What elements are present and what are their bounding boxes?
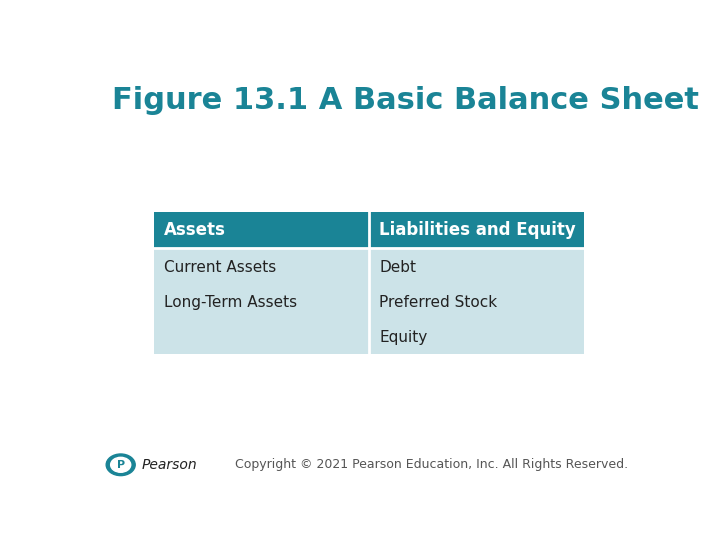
Circle shape — [111, 457, 131, 472]
Text: Current Assets: Current Assets — [164, 260, 276, 275]
FancyBboxPatch shape — [154, 212, 584, 248]
Text: Assets: Assets — [164, 221, 226, 239]
Text: Equity: Equity — [379, 330, 427, 346]
Text: Preferred Stock: Preferred Stock — [379, 295, 498, 310]
Text: Figure 13.1 A Basic Balance Sheet: Figure 13.1 A Basic Balance Sheet — [112, 85, 699, 114]
Text: Debt: Debt — [379, 260, 416, 275]
Text: Long-Term Assets: Long-Term Assets — [164, 295, 297, 310]
Circle shape — [106, 454, 135, 476]
Text: Copyright © 2021 Pearson Education, Inc. All Rights Reserved.: Copyright © 2021 Pearson Education, Inc.… — [235, 458, 629, 471]
Text: P: P — [117, 460, 125, 470]
Text: Pearson: Pearson — [142, 458, 197, 472]
Text: Liabilities and Equity: Liabilities and Equity — [379, 221, 576, 239]
FancyBboxPatch shape — [154, 248, 584, 354]
